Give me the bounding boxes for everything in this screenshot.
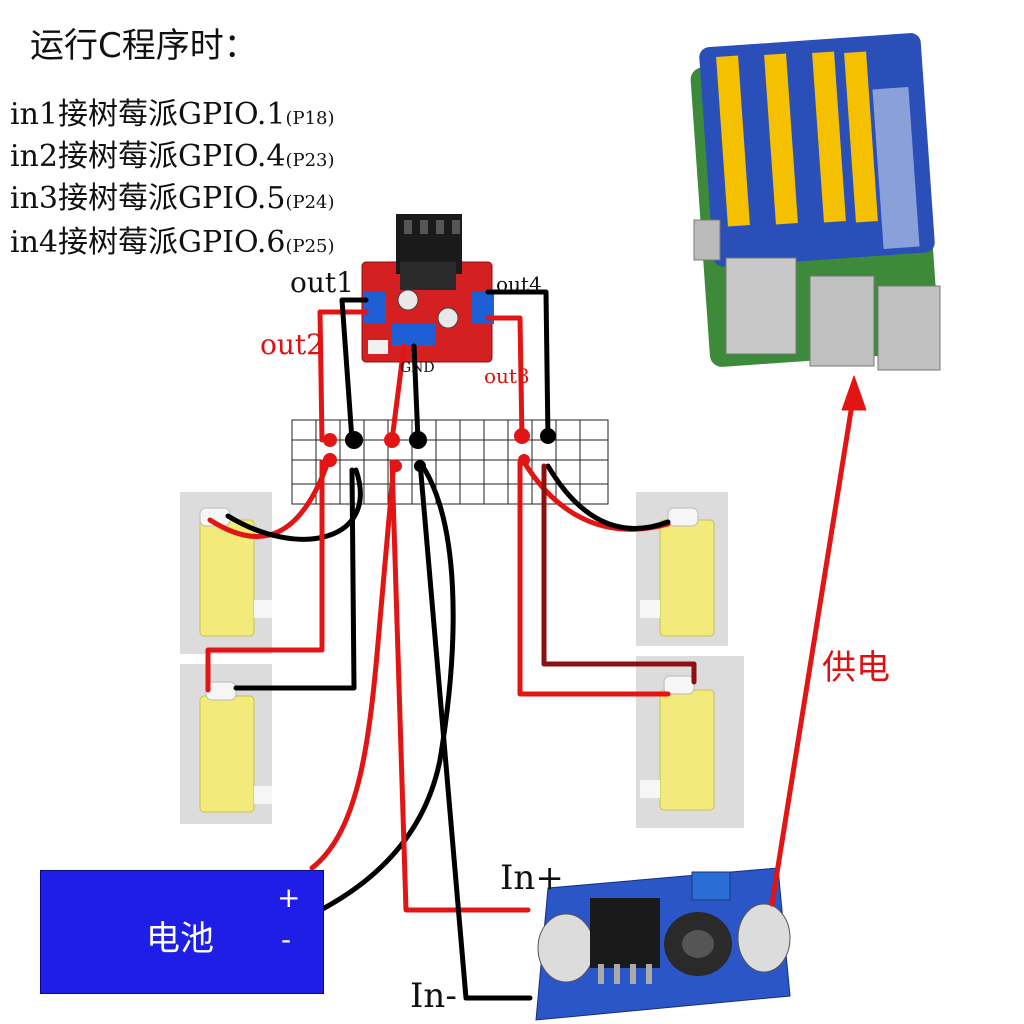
page-title: 运行C程序时：	[30, 26, 258, 66]
motor-rear-left	[180, 664, 272, 824]
battery-plus: +	[277, 881, 301, 914]
raspberry-pi	[690, 33, 941, 371]
label-out4: out4	[496, 272, 542, 296]
l298n-driver-board	[361, 214, 494, 363]
label-in-plus: In+	[500, 858, 564, 898]
gpio-line-pin: (P24)	[285, 192, 335, 213]
gpio-line-main: in3接树莓派GPIO.5	[10, 181, 286, 216]
gpio-line-main: in2接树莓派GPIO.4	[10, 139, 286, 174]
gpio-line-main: in4接树莓派GPIO.6	[10, 225, 286, 260]
gpio-line-in2: in2接树莓派GPIO.4(P23)	[10, 140, 335, 178]
junction-dots	[323, 428, 556, 472]
gpio-line-pin: (P25)	[285, 236, 335, 257]
label-out1: out1	[290, 266, 354, 299]
battery-label: 电池	[146, 919, 214, 959]
battery: 电池 + -	[40, 870, 324, 994]
dc-dc-converter	[535, 867, 791, 1021]
gpio-line-in4: in4接树莓派GPIO.6(P25)	[10, 226, 335, 264]
gpio-line-main: in1接树莓派GPIO.1	[10, 97, 286, 132]
breadboard-grid	[291, 419, 609, 505]
wires	[205, 289, 867, 1001]
gpio-line-pin: (P23)	[285, 150, 335, 171]
power-label: 供电	[822, 648, 890, 688]
gpio-line-in3: in3接树莓派GPIO.5(P24)	[10, 182, 335, 220]
battery-minus: -	[281, 923, 292, 956]
gpio-line-pin: (P18)	[285, 108, 335, 129]
label-out2: out2	[260, 328, 324, 361]
motor-front-left	[180, 492, 272, 654]
label-out3: out3	[484, 364, 530, 388]
motor-front-right	[636, 492, 728, 646]
label-gnd: GND	[400, 360, 435, 376]
label-in-minus: In-	[410, 976, 457, 1016]
motor-rear-right	[636, 656, 744, 828]
gpio-line-in1: in1接树莓派GPIO.1(P18)	[10, 98, 335, 136]
